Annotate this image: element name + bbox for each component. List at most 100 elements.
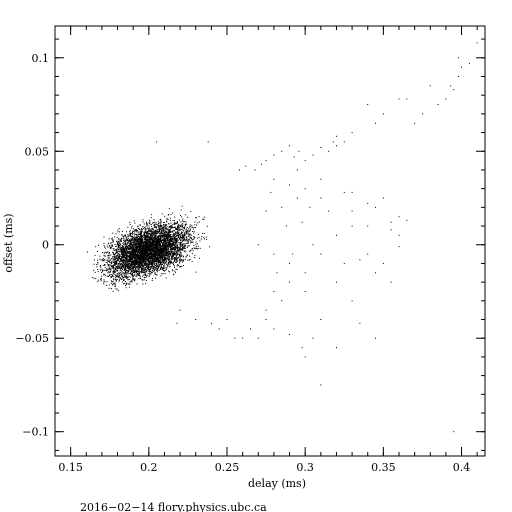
cluster-point (173, 227, 175, 229)
cluster-point (180, 225, 182, 227)
cluster-point (141, 240, 143, 241)
cluster-point (133, 272, 135, 274)
cluster-point (107, 254, 109, 256)
cluster-point (162, 245, 164, 246)
cluster-point (131, 239, 133, 241)
cluster-point (175, 238, 177, 240)
cluster-point (134, 233, 136, 235)
cluster-point (142, 236, 144, 238)
cluster-point (128, 242, 130, 244)
cluster-point (105, 251, 107, 253)
cluster-point (158, 266, 160, 268)
cluster-point (142, 252, 144, 254)
cluster-point (165, 277, 167, 279)
cluster-point (114, 263, 115, 265)
cluster-point (136, 259, 138, 261)
cluster-point (200, 238, 202, 240)
cluster-point (180, 237, 182, 238)
cluster-point (191, 234, 193, 236)
cluster-point (193, 237, 195, 239)
cluster-point (121, 275, 123, 277)
cluster-point (123, 255, 125, 257)
cluster-point (142, 244, 144, 246)
cluster-point (189, 229, 191, 231)
cluster-point (130, 232, 132, 234)
cluster-point (149, 263, 151, 265)
cluster-point (184, 228, 186, 230)
cluster-point (149, 242, 151, 244)
cluster-point (130, 269, 132, 270)
cluster-point (158, 225, 160, 227)
cluster-point (185, 236, 187, 238)
cluster-point (156, 256, 158, 258)
cluster-point (186, 247, 188, 248)
cluster-point (129, 246, 131, 248)
cluster-point (149, 233, 151, 235)
cluster-point (189, 234, 191, 236)
cluster-point (166, 256, 168, 258)
cluster-point (156, 223, 158, 225)
cluster-point (126, 256, 128, 258)
cluster-point (149, 227, 151, 229)
cluster-point (158, 265, 160, 267)
cluster-point (168, 230, 170, 232)
cluster-point (166, 221, 168, 223)
cluster-point (140, 238, 142, 240)
cluster-point (157, 249, 159, 251)
cluster-point (150, 248, 152, 250)
cluster-point (160, 240, 162, 242)
cluster-point (145, 249, 147, 251)
cluster-point (150, 235, 152, 237)
cluster-point (125, 240, 127, 242)
cluster-point (179, 234, 181, 236)
cluster-point (199, 240, 201, 242)
cluster-point (147, 249, 149, 251)
cluster-point (178, 227, 180, 229)
cluster-point (148, 235, 150, 237)
cluster-point (155, 260, 157, 262)
cluster-point (151, 244, 153, 246)
cluster-point (146, 236, 148, 238)
cluster-point (129, 246, 130, 248)
cluster-point (192, 241, 194, 243)
cluster-point (139, 257, 141, 259)
cluster-point (164, 226, 166, 228)
cluster-point (153, 231, 154, 233)
cluster-point (195, 243, 197, 245)
cluster-point (146, 245, 148, 247)
cluster-point (138, 270, 140, 272)
cluster-point (118, 253, 120, 255)
cluster-point (179, 234, 181, 236)
cluster-point (193, 245, 195, 246)
cluster-point (112, 284, 113, 286)
cluster-point (150, 238, 152, 240)
cluster-point (173, 264, 174, 266)
cluster-point (177, 260, 178, 262)
cluster-point (205, 236, 207, 238)
cluster-point (164, 247, 166, 249)
cluster-point (136, 247, 138, 249)
cluster-point (118, 276, 120, 278)
cluster-point (114, 278, 116, 280)
cluster-point (180, 224, 182, 226)
cluster-point (176, 249, 178, 251)
cluster-point (150, 256, 152, 258)
cluster-point (112, 240, 114, 242)
cluster-point (158, 259, 160, 261)
cluster-point (121, 254, 123, 256)
cluster-point (141, 252, 143, 254)
cluster-point (117, 231, 119, 233)
cluster-point (171, 227, 172, 229)
cluster-point (105, 252, 107, 254)
cluster-point (118, 256, 120, 258)
cluster-point (160, 242, 162, 244)
cluster-point (156, 271, 158, 273)
cluster-point (153, 267, 155, 269)
cluster-point (111, 260, 113, 262)
cluster-point (131, 281, 133, 283)
cluster-point (133, 235, 135, 237)
cluster-point (161, 267, 163, 269)
cluster-point (161, 257, 163, 259)
cluster-point (109, 246, 111, 248)
